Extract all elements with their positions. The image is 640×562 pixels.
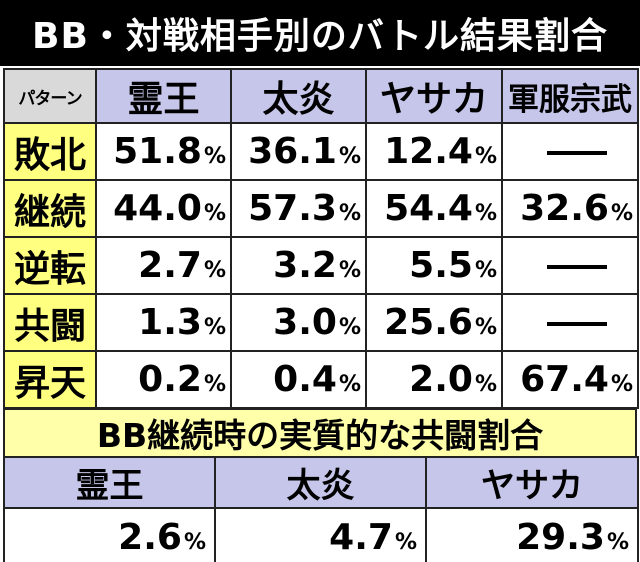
sub-value-cell: 2.6% (3, 507, 216, 562)
value-number: 67.4 (520, 359, 609, 400)
percent-sign: % (338, 144, 361, 169)
value-cell: 0.2% (95, 350, 232, 409)
dash-mark (547, 322, 607, 326)
value-cell: 3.2% (230, 236, 367, 295)
value-number: 29.3 (516, 516, 605, 558)
cooperation-rate-table: 霊王 太炎 ヤサカ 2.6% 4.7% 29.3% (3, 456, 639, 562)
value-number: 57.3 (248, 188, 337, 229)
value-number: 4.7 (329, 516, 393, 558)
percent-sign: % (203, 144, 226, 169)
value-number: 5.5 (409, 245, 473, 286)
percent-sign: % (610, 372, 633, 397)
value-cell: 5.5% (365, 236, 503, 295)
percent-sign: % (183, 529, 206, 555)
table-row: 逆転 2.7% 3.2% 5.5% (3, 236, 639, 295)
value-number: 2.0 (409, 359, 473, 400)
value-number: 2.7 (138, 245, 202, 286)
sub-column-header: 霊王 (3, 456, 216, 509)
value-number: 12.4 (384, 131, 473, 172)
row-header: 逆転 (3, 236, 97, 295)
value-number: 1.3 (138, 302, 202, 343)
table-row: 継続 44.0% 57.3% 54.4% 32.6% (3, 179, 639, 238)
sub-column-header: ヤサカ (425, 456, 639, 509)
percent-sign: % (474, 144, 497, 169)
percent-sign: % (203, 315, 226, 340)
sub-column-header: 太炎 (214, 456, 427, 509)
value-number: 51.8 (113, 131, 202, 172)
percent-sign: % (338, 258, 361, 283)
row-header: 共闘 (3, 293, 97, 352)
value-cell: 12.4% (365, 122, 503, 181)
battle-result-table: パターン 霊王 太炎 ヤサカ 軍服宗武 敗北 51.8% 36.1% 12.4% 継続 4… (3, 68, 639, 409)
value-cell: 67.4% (501, 350, 639, 409)
value-cell (501, 122, 639, 181)
table-row: 敗北 51.8% 36.1% 12.4% (3, 122, 639, 181)
percent-sign: % (203, 201, 226, 226)
value-number: 3.0 (273, 302, 337, 343)
value-cell: 54.4% (365, 179, 503, 238)
row-header: 敗北 (3, 122, 97, 181)
value-cell (501, 293, 639, 352)
value-cell: 2.7% (95, 236, 232, 295)
value-cell: 3.0% (230, 293, 367, 352)
percent-sign: % (474, 201, 497, 226)
table-row: 昇天 0.2% 0.4% 2.0% 67.4% (3, 350, 639, 409)
value-number: 25.6 (384, 302, 473, 343)
value-cell: 57.3% (230, 179, 367, 238)
row-header: 継続 (3, 179, 97, 238)
value-number: 0.4 (273, 359, 337, 400)
percent-sign: % (338, 372, 361, 397)
percent-sign: % (203, 372, 226, 397)
sub-value-row: 2.6% 4.7% 29.3% (3, 507, 639, 562)
sub-table-title: BB継続時の実質的な共闘割合 (3, 408, 637, 458)
value-cell: 36.1% (230, 122, 367, 181)
column-header: 太炎 (230, 68, 367, 124)
value-number: 2.6 (118, 516, 182, 558)
value-number: 32.6 (520, 188, 609, 229)
value-cell: 0.4% (230, 350, 367, 409)
value-cell: 51.8% (95, 122, 232, 181)
page-title: BB・対戦相手別のバトル結果割合 (0, 0, 640, 66)
percent-sign: % (606, 529, 629, 555)
sub-value-cell: 29.3% (425, 507, 639, 562)
value-number: 0.2 (138, 359, 202, 400)
value-number: 44.0 (113, 188, 202, 229)
percent-sign: % (474, 258, 497, 283)
value-cell: 32.6% (501, 179, 639, 238)
row-header: 昇天 (3, 350, 97, 409)
dash-mark (547, 151, 607, 155)
value-cell: 2.0% (365, 350, 503, 409)
value-cell: 44.0% (95, 179, 232, 238)
percent-sign: % (474, 372, 497, 397)
value-cell (501, 236, 639, 295)
percent-sign: % (394, 529, 417, 555)
percent-sign: % (474, 315, 497, 340)
sub-header-row: 霊王 太炎 ヤサカ (3, 456, 639, 509)
table-row: 共闘 1.3% 3.0% 25.6% (3, 293, 639, 352)
value-number: 3.2 (273, 245, 337, 286)
column-header: 軍服宗武 (501, 68, 639, 124)
value-cell: 25.6% (365, 293, 503, 352)
dash-mark (547, 265, 607, 269)
column-header: ヤサカ (365, 68, 503, 124)
percent-sign: % (610, 201, 633, 226)
header-row: パターン 霊王 太炎 ヤサカ 軍服宗武 (3, 68, 639, 124)
percent-sign: % (338, 315, 361, 340)
percent-sign: % (338, 201, 361, 226)
value-cell: 1.3% (95, 293, 232, 352)
corner-header: パターン (3, 68, 97, 124)
percent-sign: % (203, 258, 226, 283)
value-number: 36.1 (248, 131, 337, 172)
sub-value-cell: 4.7% (214, 507, 427, 562)
column-header: 霊王 (95, 68, 232, 124)
value-number: 54.4 (384, 188, 473, 229)
